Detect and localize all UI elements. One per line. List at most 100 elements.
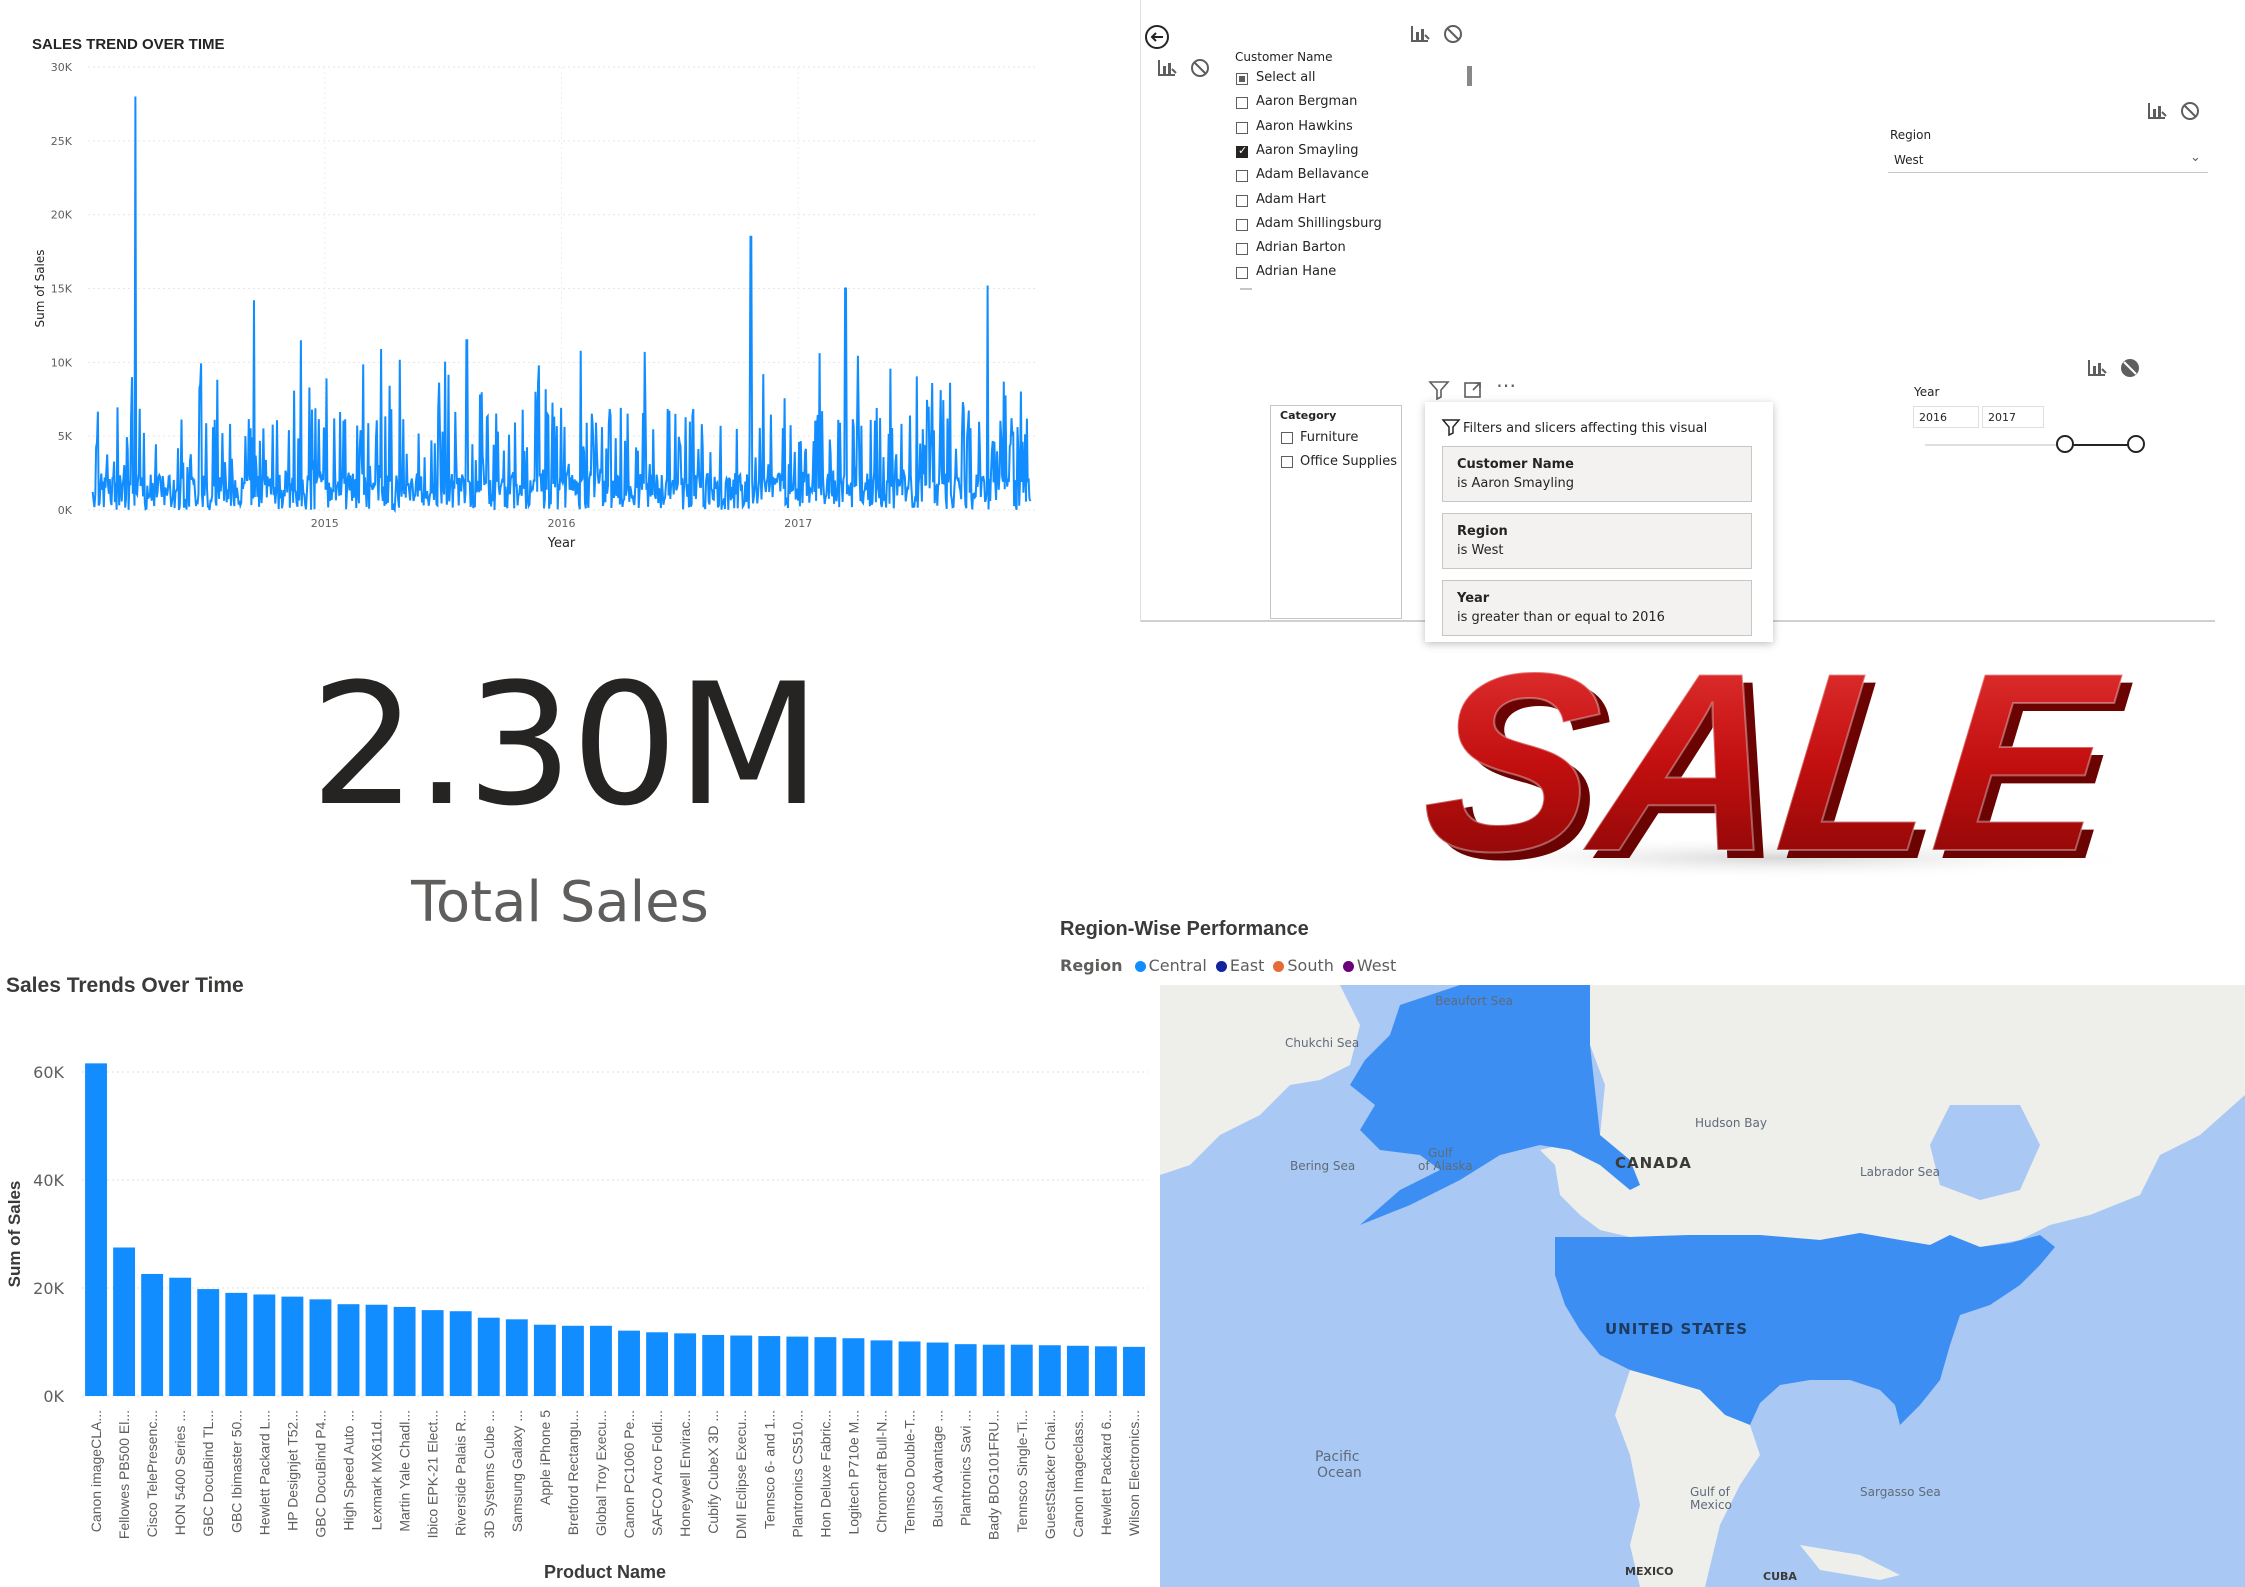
bar[interactable]	[225, 1292, 248, 1396]
region-dropdown[interactable]: West ⌄	[1888, 148, 2208, 173]
bar[interactable]	[365, 1304, 388, 1396]
back-arrow-icon[interactable]	[1144, 24, 1170, 54]
customer-checkbox[interactable]	[1236, 194, 1248, 207]
customer-scrollbar[interactable]	[1467, 66, 1472, 86]
customer-checkbox[interactable]	[1236, 218, 1248, 231]
more-options-icon[interactable]: ⋯	[1496, 373, 1516, 397]
bar[interactable]	[393, 1306, 416, 1396]
bar[interactable]	[814, 1337, 837, 1396]
bar[interactable]	[281, 1296, 304, 1396]
bar[interactable]	[1038, 1345, 1061, 1396]
bar[interactable]	[590, 1325, 612, 1396]
bar[interactable]	[1010, 1344, 1033, 1396]
customer-checkbox[interactable]	[1236, 97, 1248, 110]
year-slider-handle-start[interactable]	[2056, 435, 2074, 453]
bar[interactable]	[337, 1304, 360, 1396]
line-y-tick: 5K	[58, 430, 73, 443]
year-slider-handle-end[interactable]	[2127, 435, 2145, 453]
customer-item-label[interactable]: Adrian Hane	[1256, 264, 1337, 280]
focus-mode-icon-4[interactable]	[2087, 358, 2107, 382]
bar[interactable]	[1066, 1345, 1089, 1396]
customer-item-label[interactable]: Aaron Hawkins	[1256, 118, 1353, 134]
category-checkbox[interactable]	[1281, 456, 1293, 468]
customer-checkbox[interactable]	[1236, 73, 1248, 85]
clear-filter-icon[interactable]	[1190, 58, 1210, 82]
bar[interactable]	[982, 1344, 1005, 1396]
bar[interactable]	[1094, 1346, 1117, 1396]
bar[interactable]	[505, 1319, 528, 1396]
focus-mode-icon[interactable]	[1157, 58, 1177, 82]
category-item-label[interactable]: Office Supplies	[1300, 454, 1398, 469]
focus-mode-icon-2[interactable]	[1410, 24, 1430, 48]
bar[interactable]	[870, 1340, 893, 1396]
customer-item-label[interactable]: Select all	[1256, 70, 1316, 85]
map-title: Region-Wise Performance	[1060, 918, 1309, 940]
bar-x-tick: Hon Deluxe Fabric...	[817, 1410, 833, 1538]
customer-checkbox[interactable]	[1236, 170, 1248, 183]
line-y-tick: 30K	[51, 61, 73, 74]
bar[interactable]	[141, 1273, 164, 1396]
bar[interactable]	[1123, 1346, 1145, 1396]
bar[interactable]	[758, 1336, 781, 1396]
legend-dot	[1134, 961, 1146, 972]
legend-item-label[interactable]: West	[1356, 956, 1397, 975]
bar[interactable]	[674, 1333, 697, 1396]
bar[interactable]	[954, 1344, 977, 1396]
bar[interactable]	[533, 1324, 556, 1396]
filter-popup-title: Filters and slicers affecting this visua…	[1463, 421, 1708, 436]
expand-icon[interactable]	[1463, 380, 1483, 404]
bar[interactable]	[253, 1294, 276, 1396]
bar[interactable]	[421, 1310, 444, 1396]
clear-filter-icon-4[interactable]	[2120, 358, 2140, 382]
customer-checkbox[interactable]	[1236, 267, 1248, 280]
category-item-label[interactable]: Furniture	[1300, 430, 1359, 445]
bar[interactable]	[702, 1334, 725, 1396]
bar[interactable]	[169, 1277, 192, 1396]
customer-item-label[interactable]: Aaron Bergman	[1256, 94, 1358, 110]
category-checkbox[interactable]	[1281, 432, 1293, 444]
bar[interactable]	[646, 1332, 669, 1396]
year-from-input[interactable]: 2016	[1913, 406, 1979, 428]
customer-item-label[interactable]: Adam Hart	[1256, 191, 1326, 207]
map-label-canada: CANADA	[1615, 1154, 1692, 1172]
customer-checkbox[interactable]	[1236, 144, 1248, 158]
legend-item-label[interactable]: Central	[1148, 956, 1207, 975]
bar-y-tick: 20K	[33, 1279, 64, 1298]
customer-checkbox[interactable]	[1236, 121, 1248, 134]
bar[interactable]	[842, 1338, 865, 1396]
bar[interactable]	[477, 1317, 500, 1396]
filter-card-value: is West	[1457, 543, 1504, 558]
filter-card-title: Year	[1457, 591, 1490, 606]
bar[interactable]	[85, 1063, 107, 1396]
clear-filter-icon-3[interactable]	[2180, 101, 2200, 125]
bar[interactable]	[786, 1336, 809, 1396]
customer-item-label[interactable]: Adrian Barton	[1256, 240, 1346, 256]
customer-checkbox[interactable]	[1236, 243, 1248, 256]
year-to-input[interactable]: 2017	[1982, 406, 2044, 428]
clear-filter-icon-2[interactable]	[1443, 24, 1463, 48]
bar[interactable]	[113, 1247, 136, 1397]
bar[interactable]	[309, 1299, 332, 1396]
map-label-gulf-alaska-1: Gulf	[1428, 1146, 1453, 1160]
bar[interactable]	[618, 1330, 640, 1396]
legend-item-label[interactable]: East	[1229, 956, 1265, 975]
customer-item-label[interactable]: Adam Bellavance	[1256, 167, 1369, 183]
bar-y-tick: 0K	[43, 1387, 64, 1406]
bar[interactable]	[926, 1342, 949, 1396]
focus-mode-icon-3[interactable]	[2147, 101, 2167, 125]
bar[interactable]	[197, 1289, 220, 1396]
region-map[interactable]: Beaufort Sea Chukchi Sea Bering Sea Gulf…	[1160, 985, 2245, 1587]
filter-icon[interactable]	[1428, 380, 1450, 404]
bar[interactable]	[898, 1341, 921, 1396]
bar[interactable]	[730, 1335, 753, 1396]
bar[interactable]	[561, 1325, 584, 1396]
kpi-value: 2.30M	[310, 647, 821, 843]
legend-item-label[interactable]: South	[1287, 956, 1334, 975]
bar-x-tick: Tennsco Single-Ti...	[1014, 1410, 1030, 1532]
customer-item-label[interactable]: Adam Shillingsburg	[1256, 215, 1382, 231]
line-y-tick: 0K	[58, 504, 73, 517]
legend-dot	[1342, 961, 1354, 972]
customer-item-label[interactable]: Aaron Smayling	[1256, 142, 1359, 158]
bar[interactable]	[449, 1311, 472, 1396]
bar-x-tick: Global Troy Execu...	[593, 1410, 609, 1536]
